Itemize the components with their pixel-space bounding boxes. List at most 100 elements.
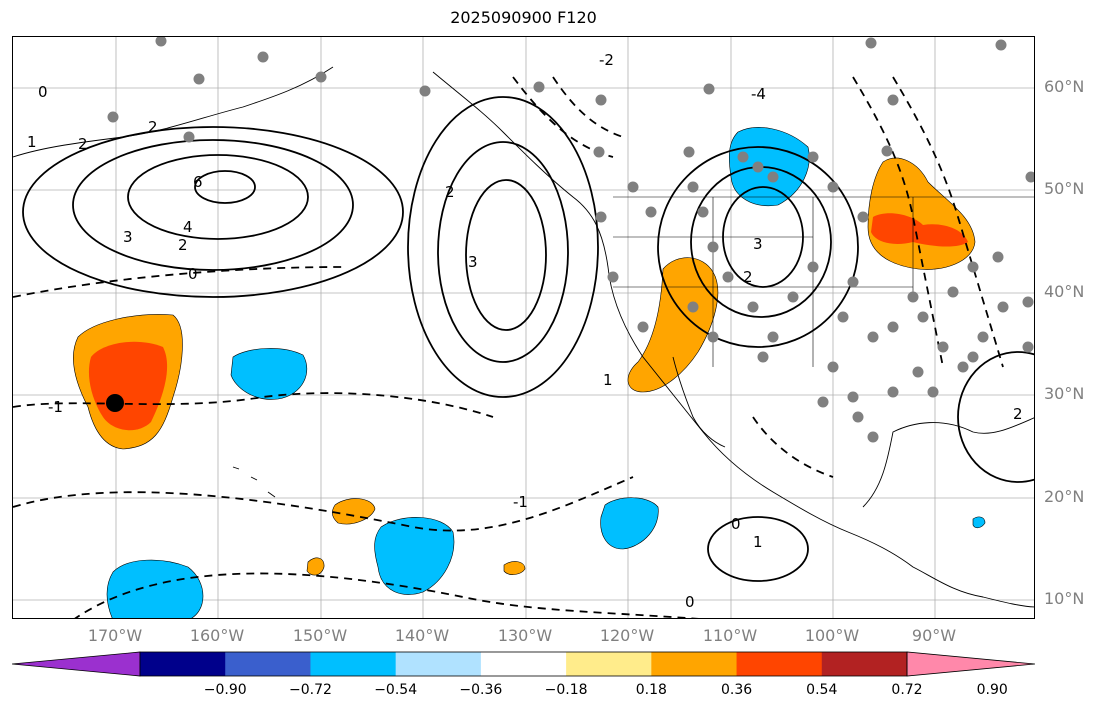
- station-dot: [912, 366, 924, 378]
- station-dot: [707, 331, 719, 343]
- contour-label: 1: [753, 533, 763, 551]
- station-dot: [787, 291, 799, 303]
- lon-label-120w: 120°W: [599, 626, 655, 645]
- station-dot: [937, 341, 949, 353]
- station-dot: [887, 386, 899, 398]
- station-dot: [747, 301, 759, 313]
- station-dot: [595, 94, 607, 106]
- positive-anomaly-baja-california: [627, 257, 719, 393]
- station-dot: [683, 146, 695, 158]
- map-title: 2025090900 F120: [450, 8, 597, 27]
- station-dots: [107, 37, 1034, 443]
- gulf-of-mexico-coast: [862, 417, 1034, 508]
- station-dot: [607, 271, 619, 283]
- station-dot: [707, 241, 719, 253]
- station-dot: [722, 271, 734, 283]
- small-positive-anomaly-2: [306, 557, 325, 576]
- contour-gulf-of-alaska-ridge-1: [407, 96, 599, 398]
- station-dot: [1022, 296, 1034, 308]
- station-dot: [957, 361, 969, 373]
- contour-label: -1: [48, 398, 63, 416]
- station-dot: [183, 131, 195, 143]
- contour-dashed-trough-2: [512, 76, 614, 158]
- contour-dashed-trough-1: [552, 76, 624, 138]
- hawaiian-islands: [232, 466, 276, 498]
- negative-anomaly-east-pacific: [600, 497, 659, 550]
- strong-anomaly-great-lakes: [871, 213, 968, 247]
- contour-rockies-high-3: [722, 186, 804, 288]
- contour-north-pacific-high-2: [22, 126, 404, 298]
- negative-anomaly-central-pacific: [230, 348, 308, 400]
- coastlines: [13, 66, 1034, 608]
- station-dot: [807, 261, 819, 273]
- colorbar-tick-label: −0.90: [203, 682, 247, 698]
- contour-lines: [13, 76, 1034, 618]
- contour-label: -2: [599, 51, 614, 69]
- colorbar-segment: [310, 652, 397, 676]
- contour-dashed-east-trough: [852, 76, 944, 368]
- station-dot: [995, 39, 1007, 51]
- contour-east-pacific-1: [707, 516, 809, 582]
- station-dot: [687, 301, 699, 313]
- lon-label-90w: 90°W: [911, 626, 957, 645]
- negative-anomaly-subtropics: [374, 517, 455, 595]
- station-dot: [807, 151, 819, 163]
- contour-north-pacific-high-4: [127, 154, 309, 240]
- colorbar-segment: [480, 652, 567, 676]
- contour-label: 0: [731, 515, 741, 533]
- station-dot: [857, 211, 869, 223]
- contour-dashed-0-west: [13, 266, 344, 298]
- map-canvas: 6 4 3 2 0 3 2 3 2 1 0 -1 -1 0 -2 -4 1 2 …: [13, 37, 1034, 618]
- station-dot: [697, 206, 709, 218]
- small-positive-anomaly-1: [332, 498, 376, 525]
- lat-label-30n: 30°N: [1044, 384, 1085, 403]
- station-dot: [419, 85, 431, 97]
- station-dot: [767, 171, 779, 183]
- station-dot: [997, 301, 1009, 313]
- colorbar-extend-high: [906, 651, 1035, 677]
- station-dot: [257, 51, 269, 63]
- contour-label: 3: [123, 228, 133, 246]
- station-dot: [887, 94, 899, 106]
- station-dot: [533, 81, 545, 93]
- contour-label: -4: [751, 85, 766, 103]
- contour-label: 2: [148, 118, 158, 136]
- station-dot: [827, 181, 839, 193]
- contour-label: 1: [27, 133, 37, 151]
- alaska-coast: [13, 66, 334, 158]
- station-dot: [1022, 341, 1034, 353]
- lon-label-160w: 160°W: [189, 626, 245, 645]
- station-dot: [881, 145, 893, 157]
- contour-label: 2: [1013, 405, 1023, 423]
- contour-dashed-east-trough-2: [892, 76, 1004, 368]
- station-dot: [907, 291, 919, 303]
- colorbar-segment: [225, 652, 311, 676]
- colorbar-segment: [821, 652, 908, 676]
- station-dot: [947, 286, 959, 298]
- station-dot: [867, 331, 879, 343]
- station-dot: [593, 146, 605, 158]
- station-dot: [992, 251, 1004, 263]
- contour-north-pacific-high-3: [72, 139, 354, 271]
- small-negative-anomaly-caribbean: [972, 516, 986, 529]
- station-dot: [977, 331, 989, 343]
- colorbar-segment: [651, 652, 738, 676]
- colorbar-tick-label: −0.36: [459, 682, 503, 698]
- station-dot: [645, 206, 657, 218]
- contour-label: 0: [188, 265, 198, 283]
- station-dot: [847, 276, 859, 288]
- colorbar-segment: [140, 652, 226, 676]
- shaded-anomaly-fields: [72, 127, 986, 618]
- negative-anomaly-southwest: [106, 559, 204, 618]
- station-dot: [867, 431, 879, 443]
- colorbar-tick-label: −0.54: [374, 682, 418, 698]
- contour-label: 0: [685, 593, 695, 611]
- colorbar-extend-low: [12, 651, 141, 677]
- north-america-coast: [432, 71, 1034, 608]
- contour-dashed-0-south: [74, 572, 699, 618]
- colorbar-segment: [395, 652, 482, 676]
- colorbar-tick-label: −0.18: [544, 682, 588, 698]
- station-dot: [1025, 171, 1034, 183]
- contour-label: 2: [743, 268, 753, 286]
- contour-label: -1: [513, 493, 528, 511]
